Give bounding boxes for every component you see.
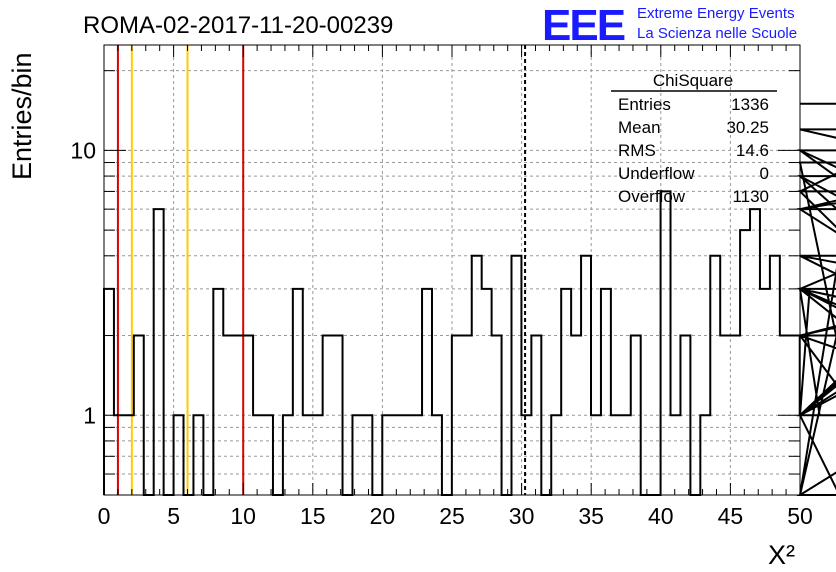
- logo-line1: Extreme Energy Events: [637, 5, 795, 22]
- x-tick-label-0: 0: [98, 503, 111, 529]
- stats-underflow-label: Underflow: [618, 164, 695, 183]
- histogram-bin-41: [511, 256, 521, 495]
- stats-title: ChiSquare: [653, 71, 733, 90]
- histogram-bin-46: [561, 289, 571, 495]
- stats-overflow-value: 1130: [732, 187, 769, 206]
- eee-logo: EEE: [542, 1, 625, 50]
- x-tick-label-10: 50: [787, 503, 813, 529]
- x-tick-label-6: 30: [509, 503, 535, 529]
- x-tick-label-2: 10: [230, 503, 256, 529]
- y-axis-label: Entries/bin: [7, 52, 37, 180]
- stats-mean-value: 30.25: [726, 118, 769, 137]
- histogram-bin-32: [422, 289, 432, 495]
- x-axis-label: X²: [768, 540, 795, 570]
- histogram-bars: [103, 102, 836, 496]
- stats-rms-value: 14.6: [736, 141, 769, 160]
- histogram-bin-61: [710, 256, 720, 495]
- x-tick-label-4: 20: [370, 503, 396, 529]
- histogram-bin-56: [661, 191, 671, 495]
- marker-lines: [116, 45, 527, 495]
- histogram-bin-5: [154, 209, 164, 495]
- x-tick-label-9: 45: [718, 503, 744, 529]
- logo-line2: La Scienza nelle Scuole: [637, 25, 797, 42]
- x-tick-label-3: 15: [300, 503, 326, 529]
- histogram-bin-0: [104, 289, 114, 495]
- histogram-bin-19: [293, 289, 303, 495]
- stats-box: ChiSquare Entries 1336 Mean 30.25 RMS 14…: [611, 71, 777, 206]
- histogram-bin-67: [770, 256, 780, 495]
- histogram-bin-66: [760, 289, 770, 495]
- stats-overflow-label: Overflow: [618, 187, 686, 206]
- histogram-bin-65: [750, 209, 760, 495]
- histogram-bin-50: [601, 289, 611, 495]
- y-tick-label-1: 10: [70, 137, 96, 163]
- histogram-bin-37: [472, 256, 482, 495]
- x-tick-label-8: 40: [648, 503, 674, 529]
- stats-entries-value: 1336: [731, 95, 769, 114]
- histogram-bin-48: [581, 256, 591, 495]
- histogram-bin-38: [482, 289, 492, 495]
- stats-entries-label: Entries: [618, 95, 671, 114]
- x-tick-label-5: 25: [439, 503, 465, 529]
- stats-mean-label: Mean: [618, 118, 661, 137]
- histogram-bin-11: [213, 289, 223, 495]
- x-tick-label-7: 35: [578, 503, 604, 529]
- stats-rms-label: RMS: [618, 141, 656, 160]
- run-title: ROMA-02-2017-11-20-00239: [83, 12, 393, 39]
- stats-underflow-value: 0: [760, 164, 769, 183]
- y-tick-label-0: 1: [83, 402, 96, 428]
- x-tick-label-1: 5: [167, 503, 180, 529]
- histogram-outline: [103, 102, 836, 496]
- axis-ticks: 0 5 10 15 20 25 30 35 40 45 50 1 10: [70, 45, 813, 529]
- histogram-bin-64: [740, 230, 750, 495]
